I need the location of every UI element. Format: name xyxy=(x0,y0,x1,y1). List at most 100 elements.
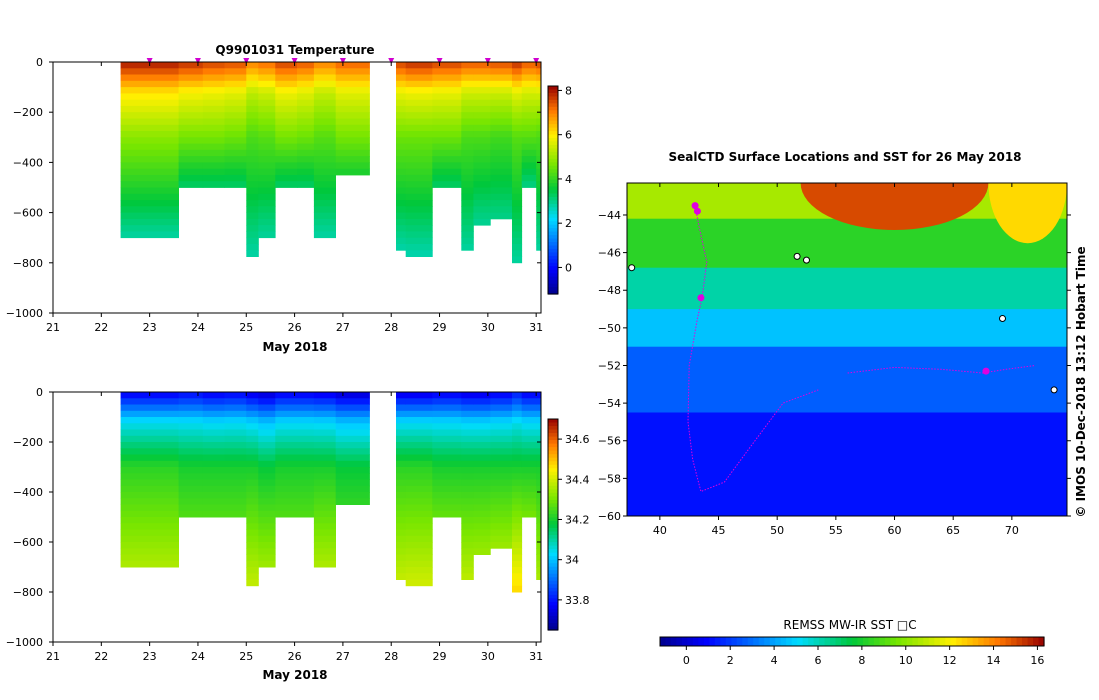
section-cell xyxy=(313,392,336,399)
section-cell xyxy=(335,417,370,424)
section-cell xyxy=(275,137,298,144)
section-cell xyxy=(432,479,462,487)
section-cell xyxy=(512,218,523,226)
section-cell xyxy=(396,485,407,493)
section-cell xyxy=(396,448,407,455)
section-cell xyxy=(396,187,407,195)
section-cell xyxy=(473,118,491,126)
section-cell xyxy=(405,410,433,418)
lon-tick-label: 45 xyxy=(712,524,726,537)
section-cell xyxy=(490,149,513,157)
section-cell xyxy=(297,398,315,405)
section-cell xyxy=(512,473,523,480)
x-tick-label: 25 xyxy=(239,650,253,663)
section-cell xyxy=(396,181,407,188)
section-cell xyxy=(432,423,462,430)
sst-colorbar-segment xyxy=(802,637,809,646)
colorbar-segment xyxy=(548,103,558,108)
sst-colorbar-segment xyxy=(1016,637,1023,646)
section-cell xyxy=(405,124,433,132)
section-cell xyxy=(297,168,315,176)
colorbar-segment xyxy=(548,573,558,578)
section-cell xyxy=(512,442,523,449)
x-tick-label: 22 xyxy=(94,650,108,663)
section-cell xyxy=(461,404,474,412)
section-cell xyxy=(405,87,433,94)
sst-map-lat-ticks: −44 −46 −48 −50 −52 −54 −56 −58 −60 xyxy=(598,209,1071,523)
sst-band xyxy=(627,346,1067,413)
section-cell xyxy=(297,404,315,412)
colorbar-segment xyxy=(548,124,558,129)
section-cell xyxy=(536,237,542,245)
seal-position xyxy=(691,202,699,210)
colorbar-segment xyxy=(548,262,558,267)
section-cell xyxy=(120,143,179,151)
colorbar-segment xyxy=(548,186,558,191)
section-cell xyxy=(396,467,407,474)
section-cell xyxy=(258,510,276,518)
section-cell xyxy=(432,118,462,126)
sst-colorbar-tick-label: 2 xyxy=(727,654,734,667)
salinity-axes-frame xyxy=(52,391,542,643)
section-cell xyxy=(224,398,247,405)
section-cell xyxy=(120,417,179,424)
section-cell xyxy=(202,473,225,480)
section-cell xyxy=(224,404,247,412)
section-cell xyxy=(536,542,542,549)
section-cell xyxy=(473,542,491,549)
section-cell xyxy=(224,454,247,462)
section-cell xyxy=(490,542,513,549)
section-cell xyxy=(313,460,336,468)
section-cell xyxy=(536,473,542,480)
section-cell xyxy=(335,112,370,119)
section-cell xyxy=(335,149,370,157)
section-cell xyxy=(258,517,276,524)
section-cell xyxy=(512,485,523,493)
colorbar-segment xyxy=(548,207,558,212)
section-cell xyxy=(246,573,259,580)
temperature-x-ticks: 21 22 23 24 25 26 27 28 29 30 31 xyxy=(46,62,543,334)
section-cell xyxy=(473,162,491,170)
section-cell xyxy=(178,448,204,455)
section-cell xyxy=(297,410,315,418)
section-cell xyxy=(297,93,315,101)
section-cell xyxy=(461,174,474,182)
section-cell xyxy=(275,118,298,126)
section-cell xyxy=(178,112,204,119)
section-cell xyxy=(512,174,523,182)
sst-colorbar-segment xyxy=(1005,637,1012,646)
profile-marker xyxy=(484,58,491,64)
section-cell xyxy=(432,87,462,94)
section-cell xyxy=(521,492,537,499)
section-cell xyxy=(536,460,542,468)
section-cell xyxy=(246,448,259,455)
section-cell xyxy=(512,535,523,543)
section-cell xyxy=(258,473,276,480)
section-cell xyxy=(536,523,542,530)
sst-colorbar-segment xyxy=(758,637,765,646)
section-cell xyxy=(258,99,276,107)
section-cell xyxy=(396,535,407,543)
section-cell xyxy=(297,460,315,468)
section-cell xyxy=(313,231,336,239)
colorbar-segment xyxy=(548,290,558,295)
colorbar-segment xyxy=(548,489,558,494)
section-cell xyxy=(473,548,491,555)
section-cell xyxy=(120,225,179,232)
sst-colorbar-segment xyxy=(764,637,771,646)
section-cell xyxy=(224,435,247,443)
y-tick-label: −400 xyxy=(13,156,43,169)
sst-colorbar-segment xyxy=(681,637,689,646)
section-cell xyxy=(405,181,433,188)
section-cell xyxy=(473,392,491,399)
temperature-cells xyxy=(120,62,542,264)
section-cell xyxy=(536,517,542,524)
section-cell xyxy=(313,74,336,82)
section-cell xyxy=(297,156,315,163)
section-cell xyxy=(512,417,523,424)
section-cell xyxy=(512,410,523,418)
section-cell xyxy=(512,467,523,474)
seal-position xyxy=(697,294,705,302)
sst-colorbar-segment xyxy=(660,637,667,646)
section-cell xyxy=(202,479,225,487)
